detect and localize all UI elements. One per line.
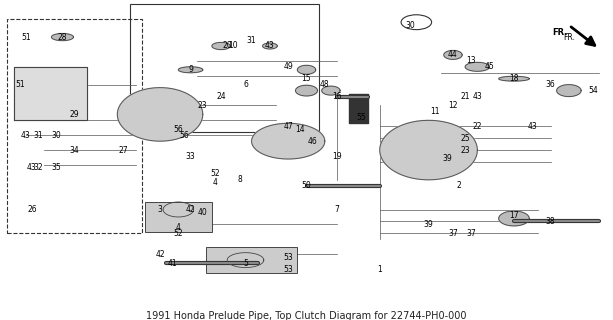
Polygon shape bbox=[163, 202, 194, 217]
Text: 42: 42 bbox=[155, 250, 165, 259]
Text: 17: 17 bbox=[509, 211, 519, 220]
Text: 7: 7 bbox=[335, 205, 340, 214]
Text: 33: 33 bbox=[186, 151, 196, 161]
Polygon shape bbox=[499, 211, 529, 226]
Text: 40: 40 bbox=[198, 208, 208, 217]
Text: 46: 46 bbox=[308, 137, 318, 146]
Text: 14: 14 bbox=[295, 125, 305, 134]
Text: 1: 1 bbox=[378, 265, 382, 274]
Polygon shape bbox=[465, 62, 490, 71]
Polygon shape bbox=[251, 123, 325, 159]
Polygon shape bbox=[212, 43, 230, 50]
Text: 38: 38 bbox=[546, 217, 555, 226]
Polygon shape bbox=[322, 86, 340, 95]
Text: 30: 30 bbox=[405, 21, 415, 30]
Text: 56: 56 bbox=[173, 125, 183, 134]
Text: 15: 15 bbox=[302, 74, 311, 83]
Text: 43: 43 bbox=[21, 131, 31, 140]
Text: 22: 22 bbox=[473, 122, 482, 131]
Text: 20: 20 bbox=[223, 42, 232, 51]
Polygon shape bbox=[444, 51, 462, 60]
Text: 54: 54 bbox=[588, 86, 598, 95]
Text: 1991 Honda Prelude Pipe, Top Clutch Diagram for 22744-PH0-000: 1991 Honda Prelude Pipe, Top Clutch Diag… bbox=[147, 311, 466, 320]
Text: 35: 35 bbox=[51, 164, 61, 172]
Polygon shape bbox=[51, 34, 74, 41]
Text: 37: 37 bbox=[448, 229, 458, 238]
Text: 24: 24 bbox=[216, 92, 226, 101]
Text: 50: 50 bbox=[302, 181, 311, 190]
Polygon shape bbox=[380, 120, 478, 180]
Text: 30: 30 bbox=[51, 131, 61, 140]
Text: 6: 6 bbox=[243, 80, 248, 89]
Text: 2: 2 bbox=[457, 181, 462, 190]
Text: 53: 53 bbox=[283, 265, 293, 274]
Text: 49: 49 bbox=[283, 62, 293, 71]
Text: 16: 16 bbox=[332, 92, 342, 101]
Text: 48: 48 bbox=[320, 80, 330, 89]
Text: 51: 51 bbox=[21, 33, 31, 42]
Text: 47: 47 bbox=[283, 122, 293, 131]
Text: 53: 53 bbox=[283, 252, 293, 262]
Text: 42: 42 bbox=[186, 205, 196, 214]
Text: 43: 43 bbox=[27, 164, 37, 172]
FancyBboxPatch shape bbox=[206, 247, 297, 274]
Polygon shape bbox=[557, 85, 581, 97]
Polygon shape bbox=[178, 67, 203, 73]
Text: 4: 4 bbox=[213, 178, 218, 187]
Text: 31: 31 bbox=[247, 36, 256, 44]
Text: 52: 52 bbox=[210, 169, 220, 178]
Text: 3: 3 bbox=[158, 205, 162, 214]
Text: 5: 5 bbox=[243, 259, 248, 268]
Text: 23: 23 bbox=[460, 146, 470, 155]
Polygon shape bbox=[499, 76, 529, 81]
Polygon shape bbox=[295, 85, 318, 96]
Polygon shape bbox=[297, 65, 316, 74]
Text: 45: 45 bbox=[485, 62, 495, 71]
Text: 12: 12 bbox=[448, 101, 458, 110]
Text: 32: 32 bbox=[33, 164, 43, 172]
Text: 51: 51 bbox=[15, 80, 25, 89]
Text: 13: 13 bbox=[466, 56, 476, 65]
Text: FR.: FR. bbox=[552, 28, 568, 37]
Polygon shape bbox=[118, 88, 203, 141]
Text: 34: 34 bbox=[70, 146, 80, 155]
Text: 31: 31 bbox=[33, 131, 43, 140]
Text: 21: 21 bbox=[460, 92, 470, 101]
Text: 10: 10 bbox=[229, 42, 238, 51]
Polygon shape bbox=[262, 43, 277, 49]
Text: 55: 55 bbox=[357, 113, 367, 122]
Polygon shape bbox=[13, 67, 87, 120]
Polygon shape bbox=[227, 253, 264, 268]
Text: 11: 11 bbox=[430, 107, 440, 116]
Text: 23: 23 bbox=[198, 101, 208, 110]
Text: 29: 29 bbox=[70, 110, 80, 119]
Text: 52: 52 bbox=[173, 229, 183, 238]
Text: 37: 37 bbox=[466, 229, 476, 238]
Text: 28: 28 bbox=[58, 33, 67, 42]
Text: 4: 4 bbox=[176, 223, 181, 232]
Text: 43: 43 bbox=[527, 122, 537, 131]
Text: 9: 9 bbox=[188, 65, 193, 74]
Text: 43: 43 bbox=[473, 92, 482, 101]
Text: FR.: FR. bbox=[563, 33, 575, 42]
Text: 39: 39 bbox=[442, 155, 452, 164]
Text: 39: 39 bbox=[424, 220, 433, 229]
Text: 25: 25 bbox=[460, 134, 470, 143]
Text: 26: 26 bbox=[27, 205, 37, 214]
Text: 8: 8 bbox=[237, 175, 242, 184]
Text: 18: 18 bbox=[509, 74, 519, 83]
Text: 44: 44 bbox=[448, 51, 458, 60]
Text: 27: 27 bbox=[119, 146, 128, 155]
Text: 19: 19 bbox=[332, 151, 342, 161]
FancyBboxPatch shape bbox=[145, 202, 212, 232]
Text: 36: 36 bbox=[546, 80, 555, 89]
Text: 43: 43 bbox=[265, 42, 275, 51]
Text: 41: 41 bbox=[167, 259, 177, 268]
Text: 56: 56 bbox=[180, 131, 189, 140]
